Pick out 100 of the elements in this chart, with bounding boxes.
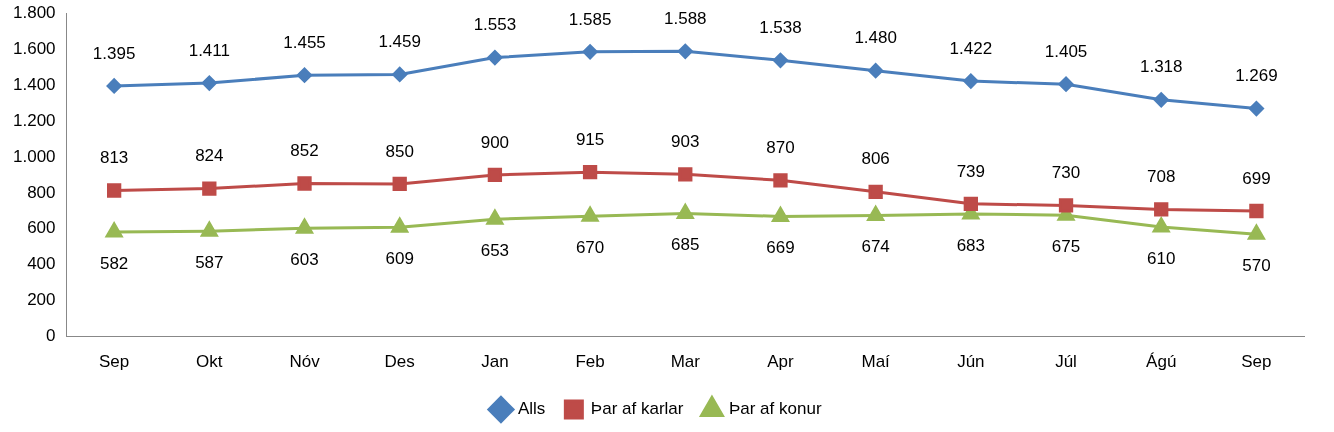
- data-label: 730: [1051, 163, 1081, 183]
- point: [296, 218, 313, 234]
- data-label: 824: [195, 146, 224, 166]
- point: [106, 78, 122, 94]
- x-tick-label: Sep: [1241, 352, 1272, 372]
- legend-label: Þar af karlar: [590, 399, 684, 419]
- x-tick-label: Nóv: [289, 352, 321, 372]
- data-label: 570: [1242, 255, 1271, 275]
- data-label: 915: [575, 129, 605, 149]
- y-tick-label: 600: [27, 218, 56, 238]
- x-tick-label: Mar: [670, 352, 701, 372]
- point: [202, 181, 217, 196]
- x-tick-label: Des: [384, 352, 415, 372]
- point: [297, 176, 312, 191]
- data-label: 1.318: [1139, 57, 1183, 77]
- data-label: 806: [861, 149, 890, 169]
- data-label: 674: [861, 237, 890, 257]
- point: [105, 222, 123, 238]
- x-tick-label: Jún: [957, 352, 985, 372]
- data-label: 813: [99, 148, 129, 168]
- data-label: 685: [671, 235, 700, 255]
- data-label: 870: [766, 137, 795, 157]
- legend-label: Þar af konur: [728, 399, 822, 419]
- point: [582, 165, 598, 180]
- point: [391, 217, 409, 233]
- x-tick-label: Jan: [481, 352, 509, 372]
- x-tick-label: Feb: [575, 352, 605, 372]
- point: [963, 73, 979, 89]
- point: [581, 206, 599, 222]
- data-label: 653: [480, 240, 510, 260]
- point: [392, 176, 407, 192]
- data-label: 903: [671, 132, 700, 152]
- data-label: 1.588: [664, 8, 707, 28]
- point: [963, 196, 978, 211]
- data-label: 1.459: [378, 32, 421, 52]
- data-label: 1.422: [949, 38, 993, 58]
- point: [1154, 202, 1169, 217]
- point: [486, 209, 504, 225]
- x-tick-label: Apr: [767, 352, 795, 372]
- point: [868, 184, 883, 199]
- point: [487, 50, 503, 66]
- point: [867, 206, 885, 222]
- point: [1058, 76, 1074, 92]
- legend-label: Alls: [517, 399, 546, 419]
- data-label: 582: [99, 253, 129, 273]
- data-label: 670: [575, 237, 605, 257]
- data-label: 1.538: [759, 17, 802, 37]
- y-tick-label: 1.000: [12, 146, 56, 166]
- data-label: 1.480: [854, 28, 897, 48]
- point: [201, 75, 217, 91]
- x-tick-label: Júl: [1055, 352, 1077, 372]
- y-tick-label: 0: [46, 326, 56, 346]
- point: [582, 44, 598, 60]
- y-tick-label: 200: [27, 290, 56, 310]
- data-label: 708: [1147, 167, 1176, 187]
- x-tick-label: Okt: [196, 352, 223, 372]
- data-label: 675: [1051, 237, 1081, 257]
- data-label: 1.411: [188, 40, 230, 60]
- data-label: 850: [385, 141, 414, 161]
- data-label: 1.395: [92, 43, 136, 63]
- point: [487, 167, 503, 183]
- point: [1249, 203, 1264, 219]
- point: [773, 173, 788, 188]
- point: [678, 167, 693, 182]
- point: [868, 63, 884, 79]
- data-label: 610: [1147, 248, 1176, 268]
- point: [677, 43, 693, 59]
- data-label: 587: [195, 252, 224, 272]
- point: [392, 66, 408, 82]
- data-label: 1.585: [568, 9, 612, 29]
- point: [1152, 217, 1170, 233]
- data-label: 1.269: [1235, 66, 1278, 86]
- data-label: 900: [480, 132, 510, 152]
- data-label: 739: [956, 161, 986, 181]
- data-label: 852: [290, 141, 319, 161]
- data-label: 699: [1242, 168, 1271, 188]
- x-tick-label: Maí: [861, 352, 891, 372]
- y-tick-label: 1.400: [12, 74, 56, 94]
- point: [1248, 101, 1264, 117]
- point: [1153, 92, 1169, 108]
- data-label: 1.553: [473, 15, 517, 35]
- point: [676, 204, 694, 220]
- data-label: 669: [766, 238, 795, 258]
- point: [1058, 198, 1074, 213]
- x-tick-label: Sep: [99, 352, 130, 372]
- x-tick-label: Ágú: [1146, 352, 1177, 372]
- y-tick-label: 400: [27, 254, 56, 274]
- y-tick-label: 1.200: [12, 110, 56, 130]
- point: [200, 221, 218, 237]
- data-label: 1.455: [283, 32, 326, 52]
- point: [297, 67, 313, 83]
- y-tick-label: 800: [27, 182, 56, 202]
- data-label: 1.405: [1044, 41, 1088, 61]
- y-tick-label: 1.600: [12, 38, 56, 58]
- data-label: 683: [956, 235, 986, 255]
- data-label: 609: [385, 248, 414, 268]
- point: [1247, 224, 1265, 240]
- point: [772, 52, 788, 68]
- y-tick-label: 1.800: [12, 2, 56, 22]
- point: [772, 206, 789, 222]
